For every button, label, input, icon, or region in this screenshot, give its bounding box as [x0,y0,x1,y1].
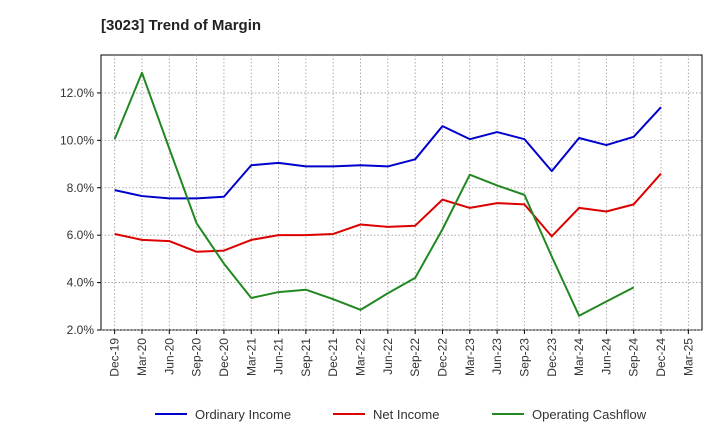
x-tick-label: Dec-22 [435,338,449,377]
legend: Ordinary Income Net Income Operating Cashf… [155,407,647,422]
y-tick-label: 10.0% [60,133,94,147]
x-tick-label: Jun-20 [162,338,176,375]
y-tick-label: 2.0% [67,323,95,337]
series-layer [113,71,662,317]
series-line-operating-cashflow [113,71,635,317]
y-axis: 2.0% 4.0% 6.0% 8.0% 10.0% 12.0% [60,86,101,337]
x-tick-label: Dec-19 [108,338,122,377]
y-tick-label: 12.0% [60,86,94,100]
x-tick-label: Sep-20 [190,338,204,377]
x-tick-label: Mar-24 [572,338,586,376]
y-tick-label: 4.0% [67,276,95,290]
series-line-net-income [114,172,662,253]
x-tick-label: Dec-23 [545,338,559,377]
x-tick-label: Sep-23 [517,338,531,377]
legend-label-operating-cashflow: Operating Cashflow [532,407,647,422]
x-tick-label: Dec-21 [326,338,340,377]
x-tick-label: Dec-24 [654,338,668,377]
x-tick-label: Mar-21 [244,338,258,376]
grid-lines [101,55,702,331]
series-line-ordinary-income [114,106,662,200]
x-tick-label: Mar-20 [135,338,149,376]
plot-area [100,54,703,331]
x-tick-label: Mar-23 [463,338,477,376]
x-tick-label: Jun-23 [490,338,504,375]
x-tick-label: Jun-21 [272,338,286,375]
y-tick-label: 6.0% [67,228,95,242]
x-tick-label: Mar-22 [354,338,368,376]
x-axis: Dec-19 Mar-20 Jun-20 Sep-20 Dec-20 Mar-21 Jun-… [108,330,695,377]
legend-label-net-income: Net Income [373,407,439,422]
legend-label-ordinary-income: Ordinary Income [195,407,291,422]
y-tick-label: 8.0% [67,181,95,195]
x-tick-label: Mar-25 [681,338,695,376]
x-tick-label: Sep-21 [299,338,313,377]
chart-title: [3023] Trend of Margin [101,17,261,34]
x-tick-label: Jun-22 [381,338,395,375]
x-tick-label: Jun-24 [599,338,613,375]
x-tick-label: Sep-24 [627,338,641,377]
x-tick-label: Sep-22 [408,338,422,377]
x-tick-label: Dec-20 [217,338,231,377]
